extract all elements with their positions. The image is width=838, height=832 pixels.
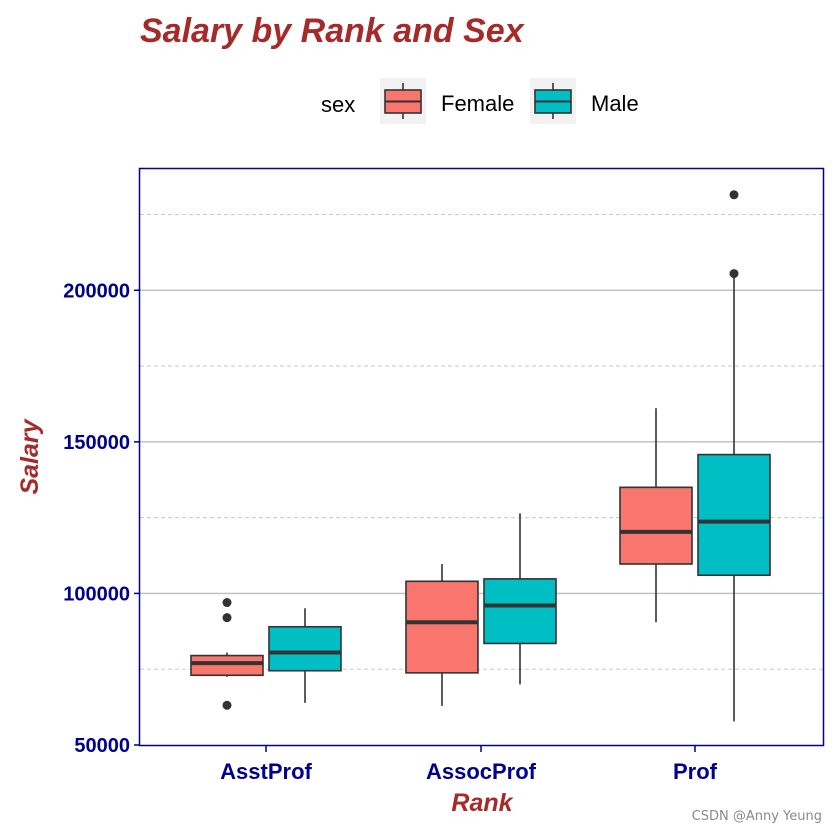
x-axis-title: Rank [451,789,513,817]
watermark: CSDN @Anny Yeung [692,809,822,824]
x-tick-label: AssocProf [426,759,537,784]
outlier-point [729,190,739,200]
y-tick-label: 50000 [74,735,130,757]
legend-key-male [530,78,576,124]
legend: sex Female Male [321,78,639,124]
y-tick-label: 100000 [63,583,130,605]
y-axis: 50000 100000 150000 200000 [63,280,140,757]
y-tick-label: 150000 [63,432,130,454]
legend-label: Male [591,91,639,116]
box-female-asstprof [190,598,264,710]
box-iqr [483,578,557,645]
y-axis-title: Salary [16,418,44,494]
box-female-prof [619,408,693,623]
box-iqr [405,580,479,674]
box-iqr [697,453,771,577]
legend-title: sex [321,92,355,117]
box-male-asstprof [268,608,342,703]
box-female-assocprof [405,564,479,706]
outlier-point [729,269,739,279]
x-tick-label: AsstProf [220,759,312,784]
box-iqr [619,486,693,565]
box-iqr [268,625,342,672]
legend-label: Female [441,91,514,116]
outlier-point [222,700,232,710]
chart-title: Salary by Rank and Sex [140,12,526,50]
grid [140,167,823,670]
outlier-point [222,598,232,608]
box-iqr [190,654,264,677]
outlier-point [222,613,232,623]
boxes [190,190,771,722]
y-tick-label: 200000 [63,280,130,302]
box-male-assocprof [483,513,557,685]
x-axis: AsstProf AssocProf Prof [220,745,718,784]
box-male-prof [697,190,771,722]
legend-key-female [380,78,426,124]
x-tick-label: Prof [673,759,718,784]
